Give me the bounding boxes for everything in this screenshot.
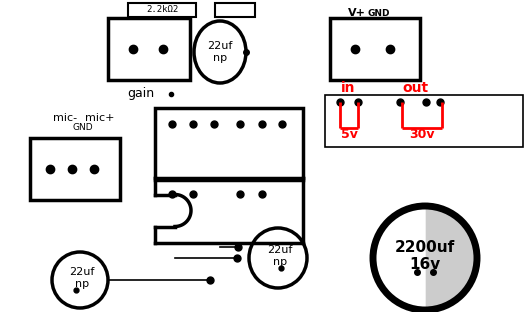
Ellipse shape <box>194 21 246 83</box>
Bar <box>155 108 303 180</box>
Text: GND: GND <box>367 8 389 17</box>
Circle shape <box>52 252 108 308</box>
Bar <box>108 18 190 80</box>
Bar <box>30 138 120 200</box>
Text: mic-: mic- <box>53 113 77 123</box>
Text: in: in <box>341 81 355 95</box>
Ellipse shape <box>249 228 307 288</box>
Text: 30v: 30v <box>409 129 435 142</box>
Bar <box>325 95 523 147</box>
Text: 22uf
np: 22uf np <box>267 245 293 267</box>
Text: V+: V+ <box>348 8 366 18</box>
Text: 2.2kΩ2: 2.2kΩ2 <box>146 6 178 14</box>
Bar <box>215 3 255 17</box>
Bar <box>128 3 196 17</box>
Text: 22uf
np: 22uf np <box>69 267 95 289</box>
Text: 2200uf
16v: 2200uf 16v <box>395 240 455 272</box>
Text: GND: GND <box>72 124 93 133</box>
Text: out: out <box>402 81 428 95</box>
Wedge shape <box>373 206 425 310</box>
Text: 22uf
np: 22uf np <box>207 41 233 63</box>
Text: mic+: mic+ <box>85 113 115 123</box>
Bar <box>330 18 420 80</box>
Text: 5v: 5v <box>341 129 358 142</box>
Text: gain: gain <box>127 87 154 100</box>
Wedge shape <box>425 206 477 310</box>
